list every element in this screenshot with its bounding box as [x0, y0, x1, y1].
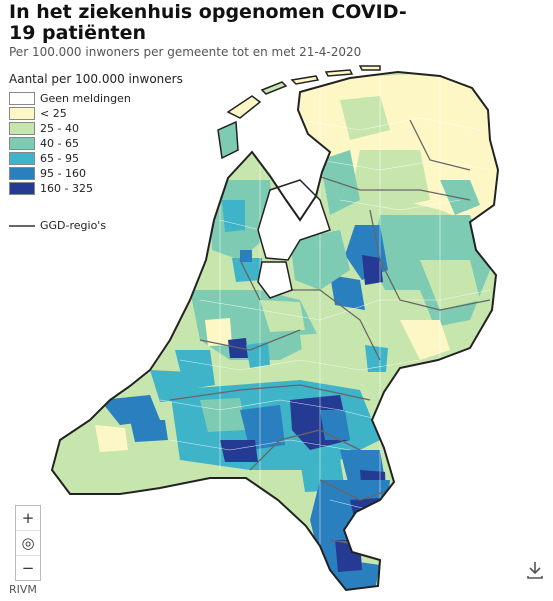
legend-swatch	[9, 107, 35, 120]
download-icon[interactable]	[525, 560, 545, 580]
legend-label: < 25	[40, 107, 67, 120]
legend-label: 95 - 160	[40, 167, 86, 180]
markermeer	[257, 261, 293, 299]
legend-label: 65 - 95	[40, 152, 79, 165]
legend-swatch	[9, 167, 35, 180]
map-zoom-controls: + ◎ −	[15, 505, 41, 581]
ggd-label: GGD-regio's	[40, 219, 107, 232]
zoom-in-button[interactable]: +	[16, 506, 40, 531]
legend-item: Geen meldingen	[9, 91, 131, 106]
legend-swatch	[9, 152, 35, 165]
legend-label: 25 - 40	[40, 122, 79, 135]
zoom-out-button[interactable]: −	[21, 559, 35, 577]
country-outline	[50, 70, 500, 592]
legend-label: 40 - 65	[40, 137, 79, 150]
legend: Geen meldingen < 25 25 - 40 40 - 65 65 -…	[9, 91, 131, 196]
legend-item: 25 - 40	[9, 121, 131, 136]
locate-button[interactable]: ◎	[16, 531, 40, 556]
legend-label: Geen meldingen	[40, 92, 131, 105]
legend-swatch	[9, 137, 35, 150]
legend-item: 40 - 65	[9, 136, 131, 151]
legend-swatch	[9, 182, 35, 195]
municipality-fills	[60, 72, 498, 590]
ggd-region-lines	[169, 119, 491, 546]
wadden-islands	[217, 65, 381, 160]
legend-item: 65 - 95	[9, 151, 131, 166]
map-subtitle: Per 100.000 inwoners per gemeente tot en…	[9, 45, 362, 59]
legend-item: < 25	[9, 106, 131, 121]
legend-item: 160 - 325	[9, 181, 131, 196]
ggd-line-swatch	[9, 224, 35, 227]
map-title: In het ziekenhuis opgenomen COVID-19 pat…	[9, 1, 407, 44]
legend-swatch	[9, 122, 35, 135]
legend-title: Aantal per 100.000 inwoners	[9, 72, 183, 86]
ggd-legend: GGD-regio's	[9, 219, 106, 232]
legend-label: 160 - 325	[40, 182, 93, 195]
ijsselmeer	[257, 179, 331, 261]
source-credit: RIVM	[9, 583, 37, 596]
legend-item: 95 - 160	[9, 166, 131, 181]
legend-swatch	[9, 92, 35, 105]
choropleth-map[interactable]	[0, 60, 553, 600]
